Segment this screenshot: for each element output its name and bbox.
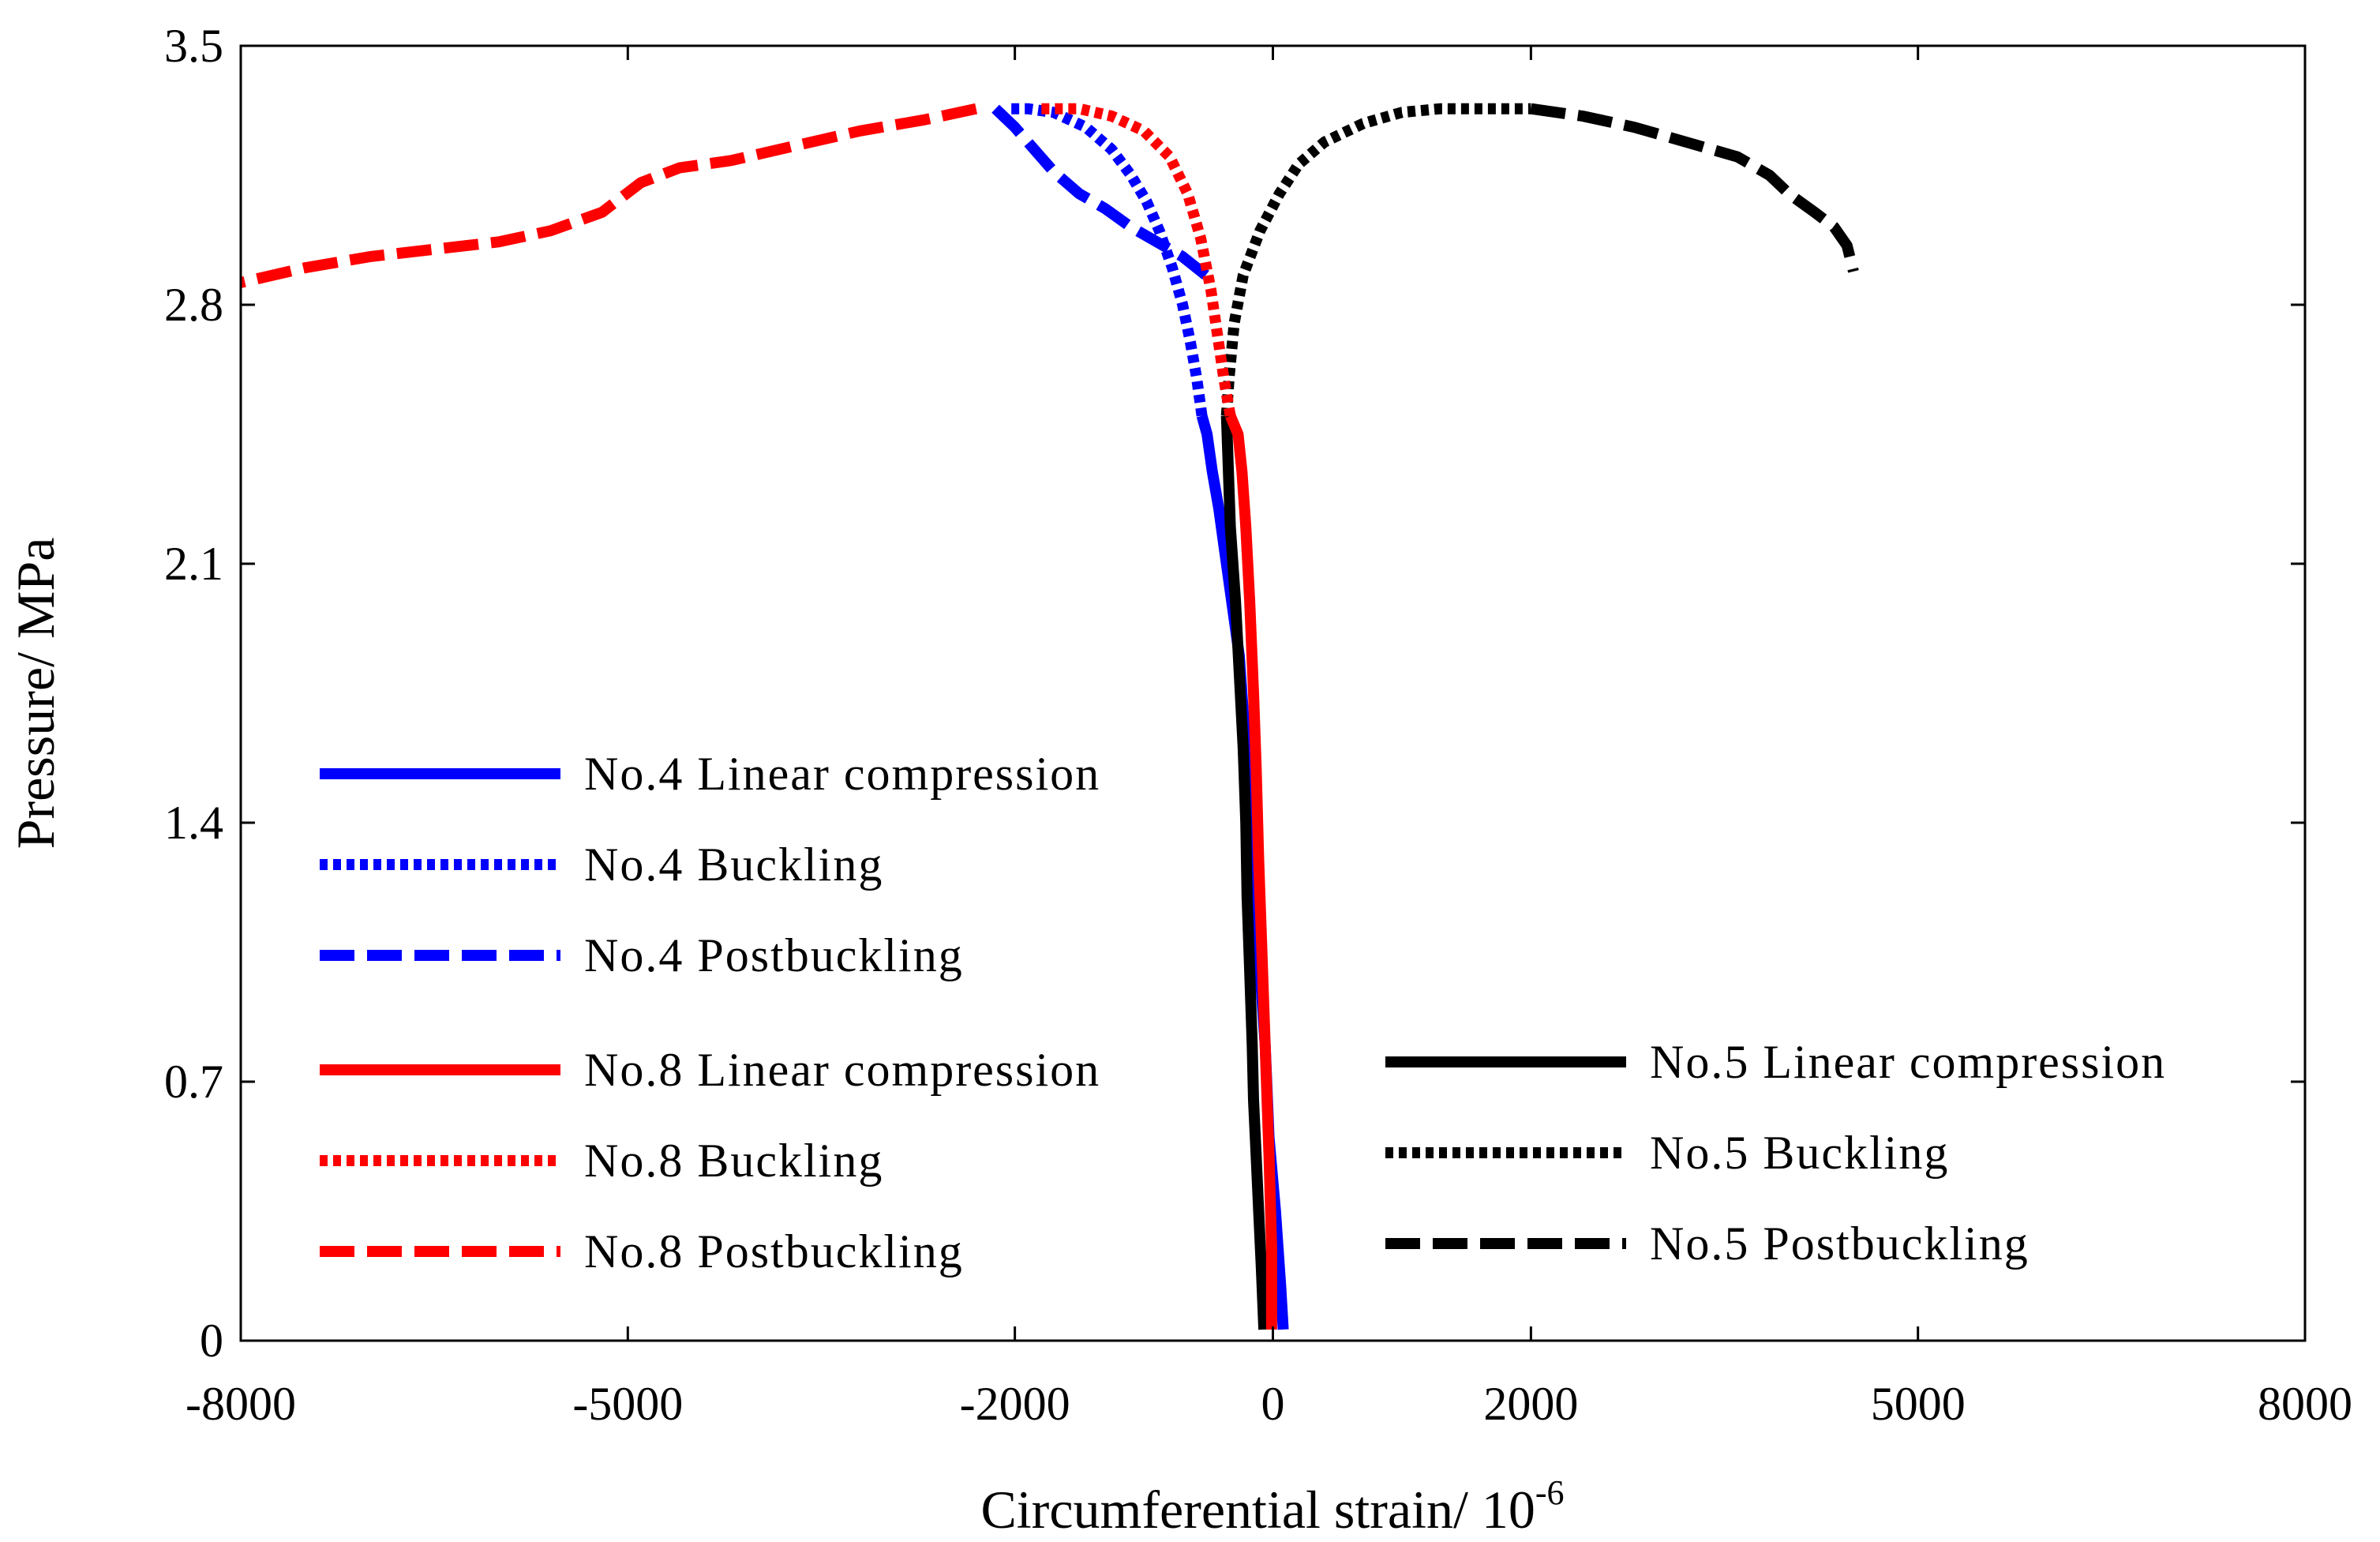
y-tick-label: 2.1 [164,538,223,590]
x-tick-label: -8000 [186,1378,296,1430]
series-no-8-linear-compression [1225,413,1277,1330]
y-tick-label: 0 [200,1315,223,1367]
x-axis-title-text: Circumferential strain/ 10 [980,1480,1535,1540]
x-tick-label: 2000 [1483,1378,1578,1430]
legend-label-no-5-linear-compression: No.5 Linear compression [1650,1036,2166,1088]
legend-right: No.5 Linear compression No.5 Buckling No.5… [1385,1036,2166,1270]
y-tick-label: 1.4 [164,797,223,849]
legend-label-no-5-buckling: No.5 Buckling [1650,1127,1949,1179]
y-axis-title: Pressure/ MPa [6,538,66,850]
ticks-layer: -8000 -5000 -2000 0 2000 5000 8000 0 0.7 1.4 2.1 2.… [164,20,2352,1430]
x-axis-title-superscript: -6 [1535,1473,1565,1512]
x-tick-label: 5000 [1871,1378,1966,1430]
series-no-5-buckling [1220,103,1531,417]
series-no-4-buckling [1008,103,1208,417]
legend-label-no-8-postbuckling: No.8 Postbuckling [584,1225,964,1277]
legend-left: No.4 Linear compression No.4 Buckling No.4… [320,748,1100,1277]
legend-label-no-8-linear-compression: No.8 Linear compression [584,1044,1100,1096]
plot-area-frame [239,44,2307,1342]
series-no-5-postbuckling [1530,103,1859,273]
legend-label-no-4-buckling: No.4 Buckling [584,839,883,891]
legend-label-no-4-linear-compression: No.4 Linear compression [584,748,1100,800]
x-tick-label: -5000 [572,1378,683,1430]
legend-label-no-4-postbuckling: No.4 Postbuckling [584,929,964,981]
legend-label-no-5-postbuckling: No.5 Postbuckling [1650,1217,2030,1270]
y-tick-label: 0.7 [164,1056,223,1108]
x-tick-label: 0 [1261,1378,1285,1430]
series-no-8-postbuckling [239,103,978,288]
series-no-8-buckling [1040,103,1236,417]
y-tick-label: 2.8 [164,279,223,331]
series-no-5-linear-compression [1220,415,1270,1330]
y-tick-label: 3.5 [164,20,223,72]
series-layer [239,103,1859,1330]
legend-label-no-8-buckling: No.8 Buckling [584,1135,883,1187]
legend-layer: No.4 Linear compression No.4 Buckling No.4… [320,748,2166,1277]
x-tick-label: -2000 [960,1378,1070,1430]
x-axis-title: Circumferential strain/ 10-6 [980,1473,1564,1540]
x-tick-label: 8000 [2258,1378,2352,1430]
